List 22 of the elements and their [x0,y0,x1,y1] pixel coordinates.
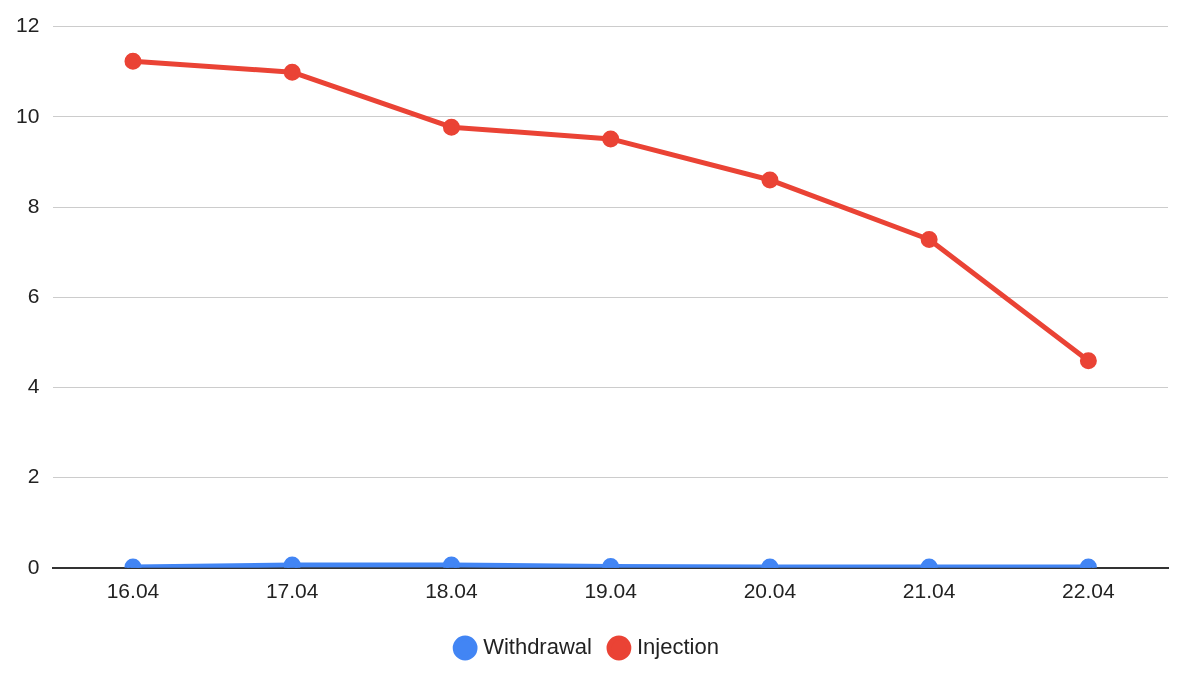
x-tick-label: 19.04 [584,579,638,603]
point [283,63,301,81]
x-tick-label: 20.04 [743,579,797,603]
point [602,130,620,148]
x-tick-label: 17.04 [265,579,319,603]
x-tick-label: 22.04 [1062,579,1115,603]
legend-label: Withdrawal [483,634,592,660]
x-tick-label: 16.04 [106,579,160,603]
point [442,118,460,136]
point [124,52,142,70]
y-tick-label: 0 [27,554,40,578]
y-tick-label: 4 [27,374,40,398]
y-tick-label: 8 [27,193,40,217]
x-tick-label: 18.04 [425,579,479,603]
legend-label: Injection [636,634,719,660]
y-tick-label: 12 [16,13,40,37]
y-tick-label: 10 [16,103,40,127]
y-tick-label: 6 [27,284,40,307]
x-tick-label: 21.04 [902,579,956,603]
y-tick-label: 2 [27,464,40,488]
point [920,230,938,248]
point [761,171,779,189]
